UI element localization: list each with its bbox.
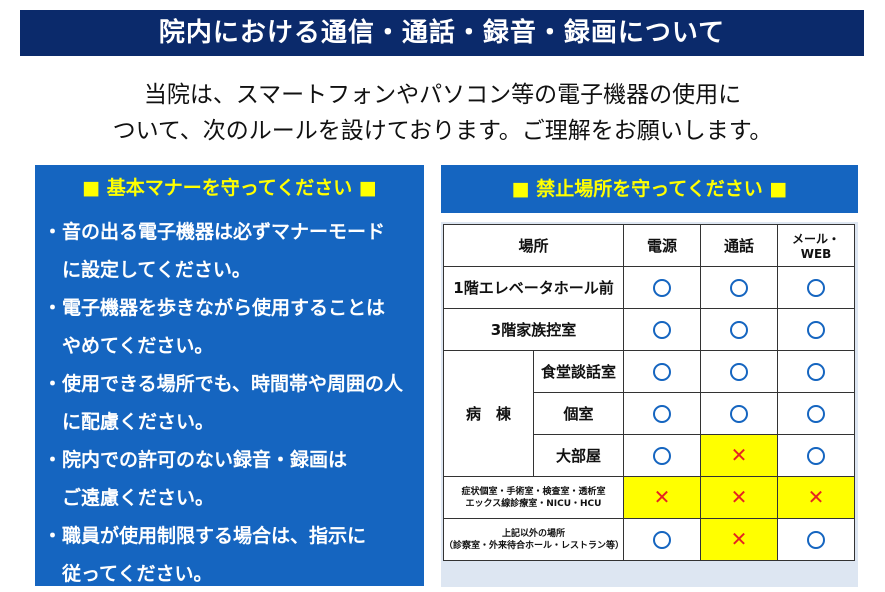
- place-cell: 大部屋: [533, 434, 624, 477]
- circle-icon: [653, 320, 671, 339]
- circle-icon: [807, 320, 825, 339]
- call-cell: [700, 392, 778, 435]
- cross-icon: ✕: [730, 443, 748, 467]
- manners-rule-line: ・院内での許可のない録音・録画は: [43, 449, 348, 471]
- call-cell: [700, 266, 778, 309]
- place-cell: 3階家族控室: [443, 308, 624, 351]
- call-cell: [700, 350, 778, 393]
- manners-heading: ■ 基本マナーを守ってください ■: [82, 177, 377, 199]
- table-row: 3階家族控室: [443, 308, 855, 351]
- cross-icon: ✕: [730, 527, 748, 551]
- prohibited-heading: ■ 禁止場所を守ってください ■: [441, 165, 858, 213]
- circle-icon: [807, 446, 825, 465]
- manners-panel: ■ 基本マナーを守ってください ■ ・音の出る電子機器は必ずマナーモード に設定…: [35, 165, 424, 586]
- table-row: 症状個室・手術室・検査室・透析室 エックス線診療室・NICU・HCU ✕ ✕ ✕: [443, 476, 855, 519]
- circle-icon: [730, 362, 748, 381]
- circle-icon: [807, 278, 825, 297]
- manners-rule-line: やめてください。: [43, 335, 214, 357]
- call-cell: ✕: [700, 518, 778, 561]
- call-cell: [700, 308, 778, 351]
- intro-line-1: 当院は、スマートフォンやパソコン等の電子機器の使用に: [143, 82, 742, 108]
- mail-cell: [777, 518, 855, 561]
- power-cell: [623, 308, 701, 351]
- table-row: 1階エレベータホール前: [443, 266, 855, 309]
- power-cell: [623, 266, 701, 309]
- manners-rule-line: ・職員が使用制限する場合は、指示に: [43, 525, 367, 547]
- column-header-power: 電源: [623, 224, 701, 267]
- mail-cell: ✕: [777, 476, 855, 519]
- mail-cell: [777, 308, 855, 351]
- page-title: 院内における通信・通話・録音・録画について: [20, 10, 864, 56]
- place-cell: 上記以外の場所 （診察室・外来待合ホール・レストラン等）: [443, 518, 625, 561]
- call-cell: ✕: [700, 434, 778, 477]
- power-cell: [623, 434, 701, 477]
- manners-rule-line: に配慮ください。: [43, 411, 215, 433]
- mail-cell: [777, 266, 855, 309]
- circle-icon: [807, 530, 825, 549]
- intro-line-2: ついて、次のルールを設けております。ご理解をお願いします。: [112, 118, 773, 144]
- place-line: 上記以外の場所: [501, 528, 565, 539]
- column-header-place: 場所: [443, 224, 624, 267]
- mail-cell: [777, 392, 855, 435]
- column-header-mail-web: メール・WEB: [777, 224, 855, 267]
- mail-cell: [777, 350, 855, 393]
- manners-rule-line: ・音の出る電子機器は必ずマナーモード: [43, 221, 386, 243]
- circle-icon: [653, 530, 671, 549]
- circle-icon: [653, 446, 671, 465]
- place-cell: 食堂談話室: [533, 350, 624, 393]
- place-cell: 1階エレベータホール前: [443, 266, 624, 309]
- power-cell: [623, 350, 701, 393]
- table-header-row: 場所 電源 通話 メール・WEB: [443, 224, 855, 267]
- circle-icon: [807, 362, 825, 381]
- prohibited-table: 場所 電源 通話 メール・WEB 1階エレベータホール前 3階家族控室 病 棟 …: [443, 224, 855, 561]
- table-row: 病 棟 食堂談話室: [443, 350, 855, 477]
- ward-group-cell: 病 棟: [443, 350, 534, 477]
- circle-icon: [730, 404, 748, 423]
- circle-icon: [730, 278, 748, 297]
- manners-rule-line: 従ってください。: [43, 563, 213, 585]
- table-row: 上記以外の場所 （診察室・外来待合ホール・レストラン等） ✕: [443, 518, 855, 561]
- circle-icon: [653, 278, 671, 297]
- cross-icon: ✕: [730, 485, 748, 509]
- power-cell: ✕: [623, 476, 701, 519]
- circle-icon: [807, 404, 825, 423]
- power-cell: [623, 518, 701, 561]
- column-header-call: 通話: [700, 224, 778, 267]
- circle-icon: [653, 404, 671, 423]
- table-row: 個室: [444, 392, 855, 435]
- manners-rule-line: ・使用できる場所でも、時間帯や周囲の人: [43, 373, 404, 395]
- prohibited-table-frame: 場所 電源 通話 メール・WEB 1階エレベータホール前 3階家族控室 病 棟 …: [441, 222, 858, 587]
- place-line: 症状個室・手術室・検査室・透析室: [461, 486, 606, 497]
- call-cell: ✕: [700, 476, 778, 519]
- manners-rule-line: ご遠慮ください。: [43, 487, 215, 509]
- cross-icon: ✕: [653, 485, 671, 509]
- place-line: （診察室・外来待合ホール・レストラン等）: [444, 540, 625, 551]
- manners-rule-line: に設定してください。: [43, 259, 251, 281]
- power-cell: [623, 392, 701, 435]
- cross-icon: ✕: [807, 485, 825, 509]
- place-cell: 個室: [533, 392, 624, 435]
- place-line: エックス線診療室・NICU・HCU: [465, 498, 602, 509]
- place-cell: 症状個室・手術室・検査室・透析室 エックス線診療室・NICU・HCU: [443, 476, 624, 519]
- manners-rule-line: ・電子機器を歩きながら使用することは: [43, 297, 386, 319]
- circle-icon: [730, 320, 748, 339]
- mail-cell: [777, 434, 855, 477]
- circle-icon: [653, 362, 671, 381]
